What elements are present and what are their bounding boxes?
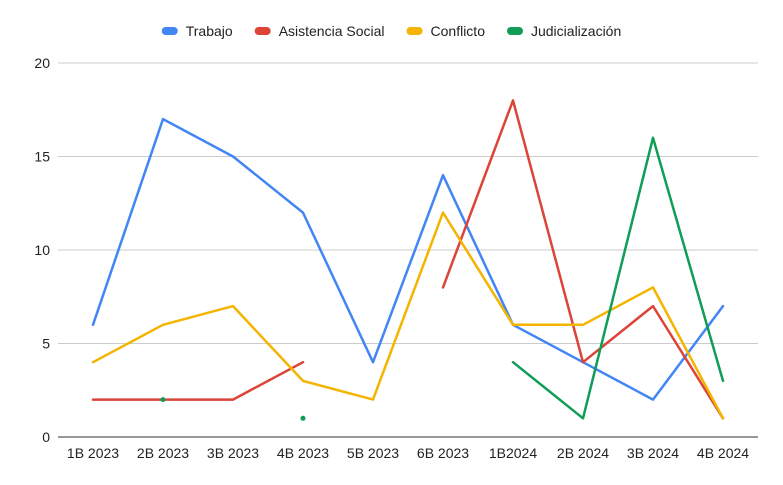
y-tick-label: 5 <box>42 336 50 352</box>
series-lines <box>91 99 725 421</box>
x-tick-label: 5B 2023 <box>347 445 399 461</box>
legend-swatch <box>254 27 271 35</box>
gridlines <box>58 62 758 438</box>
data-point <box>160 397 166 403</box>
x-tick-label: 6B 2023 <box>417 445 469 461</box>
data-point <box>300 415 306 421</box>
x-tick-label: 1B2024 <box>489 445 537 461</box>
series-line <box>91 211 725 420</box>
series-3 <box>160 136 725 421</box>
series-line <box>441 99 725 420</box>
series-line <box>91 117 725 401</box>
legend-swatch <box>506 27 523 35</box>
x-tick-label: 1B 2023 <box>67 445 119 461</box>
legend-item: Conflicto <box>406 23 486 39</box>
legend-label: Trabajo <box>186 23 233 39</box>
y-tick-label: 20 <box>34 55 50 71</box>
legend-item: Asistencia Social <box>254 23 385 39</box>
y-tick-label: 10 <box>34 242 50 258</box>
x-axis-ticks: 1B 2023 2B 2023 3B 2023 4B 2023 5B 2023 6B 20… <box>67 445 749 461</box>
series-2 <box>91 211 725 420</box>
series-1 <box>91 99 725 420</box>
series-0 <box>91 117 725 401</box>
series-line <box>511 136 725 420</box>
legend: Trabajo Asistencia Social Conflicto Judicia… <box>161 23 621 39</box>
legend-item: Trabajo <box>161 23 233 39</box>
legend-label: Conflicto <box>431 23 486 39</box>
legend-label: Judicialización <box>531 23 621 39</box>
x-tick-label: 2B 2024 <box>557 445 609 461</box>
x-tick-label: 3B 2023 <box>207 445 259 461</box>
y-tick-label: 15 <box>34 149 50 165</box>
series-line <box>91 360 305 401</box>
x-tick-label: 2B 2023 <box>137 445 189 461</box>
x-tick-label: 3B 2024 <box>627 445 679 461</box>
legend-label: Asistencia Social <box>279 23 385 39</box>
legend-item: Judicialización <box>506 23 621 39</box>
x-tick-label: 4B 2024 <box>697 445 749 461</box>
legend-swatch <box>406 27 423 35</box>
legend-swatch <box>161 27 178 35</box>
x-tick-label: 4B 2023 <box>277 445 329 461</box>
y-tick-label: 0 <box>42 429 50 445</box>
y-axis-ticks: 0 5 10 15 20 <box>34 55 50 445</box>
